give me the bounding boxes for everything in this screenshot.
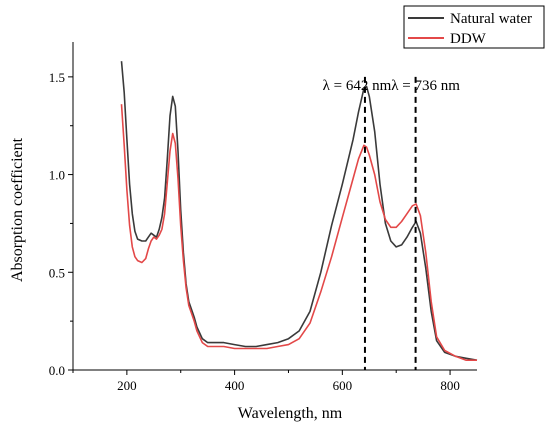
series-line-ddw xyxy=(120,104,477,361)
y-tick-label: 1.0 xyxy=(49,168,65,183)
legend-label-ddw: DDW xyxy=(450,31,487,47)
x-axis-ticks: 200 400 600 800 xyxy=(72,370,460,393)
legend: Natural water DDW xyxy=(403,5,545,49)
legend-box xyxy=(403,5,545,49)
y-axis-title: Absorption coefficient xyxy=(9,137,26,282)
series-layer xyxy=(120,61,478,361)
x-axis-title: Wavelength, nm xyxy=(238,405,343,422)
plot-frame xyxy=(72,42,477,371)
x-tick-label: 400 xyxy=(225,378,245,393)
x-tick-label: 800 xyxy=(440,378,460,393)
y-tick-label: 0.5 xyxy=(49,265,65,280)
y-tick-label: 0.0 xyxy=(49,363,65,378)
annotation-label-736: λ = 736 nm xyxy=(391,78,460,94)
y-tick-label: 1.5 xyxy=(49,70,65,85)
x-tick-label: 200 xyxy=(117,378,137,393)
legend-label-natural-water: Natural water xyxy=(450,11,532,27)
annotation-layer: λ = 642 nm λ = 736 nm xyxy=(323,76,460,370)
y-axis-ticks: 0.0 0.5 1.0 1.5 xyxy=(49,70,73,378)
annotation-label-642: λ = 642 nm xyxy=(323,78,392,94)
x-tick-label: 600 xyxy=(333,378,353,393)
series-line-natural-water xyxy=(120,61,478,361)
